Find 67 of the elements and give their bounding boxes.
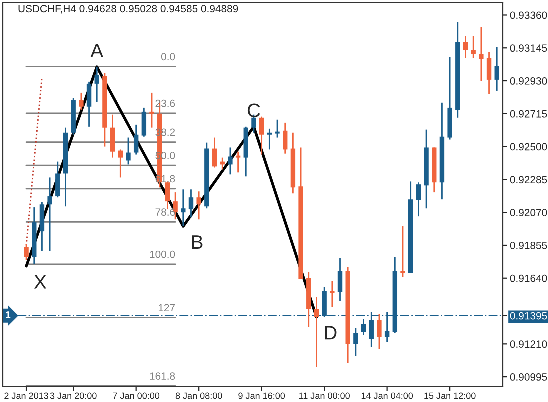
candlestick xyxy=(330,280,335,308)
candlestick xyxy=(48,177,52,252)
candlestick xyxy=(494,46,500,92)
x-tick-label: 8 Jan 08:00 xyxy=(176,392,222,400)
candlestick xyxy=(79,92,84,111)
candlestick xyxy=(134,124,139,156)
series-label: 78.6 xyxy=(156,208,176,216)
candlestick xyxy=(314,296,320,368)
candlestick xyxy=(86,81,92,128)
candlestick xyxy=(471,36,476,59)
candlestick xyxy=(259,116,264,156)
annotation: D xyxy=(325,326,337,340)
candlestick xyxy=(24,244,29,262)
candlestick xyxy=(118,149,123,178)
candlestick xyxy=(181,188,186,228)
candlestick xyxy=(354,328,358,357)
candlestick xyxy=(377,313,382,350)
y-tick-label: 0.92500 xyxy=(510,143,548,151)
annotation: B xyxy=(192,236,203,249)
candlestick xyxy=(361,318,366,336)
candlestick xyxy=(142,107,147,138)
y-tick-label: 0.91395 xyxy=(510,312,548,320)
y-tick-label: 0.93145 xyxy=(510,44,548,52)
y-tick-label: 0.92715 xyxy=(510,110,548,118)
candlestick xyxy=(400,226,406,278)
candlestick xyxy=(463,36,468,59)
y-tick-label: 0.93360 xyxy=(510,12,548,20)
x-tick-label: 3 Jan 20:00 xyxy=(50,392,97,400)
series-label: 0.0 xyxy=(161,53,176,61)
candlestick xyxy=(196,190,202,220)
candlestick xyxy=(173,192,178,220)
candlestick xyxy=(416,182,422,218)
x-tick-label: 7 Jan 00:00 xyxy=(113,392,160,400)
y-tick-label: 0.92070 xyxy=(510,209,548,216)
y-tick-label: 0.91640 xyxy=(510,274,548,282)
y-tick-label: 0.92285 xyxy=(510,176,548,184)
candlestick xyxy=(126,137,131,166)
candlestick xyxy=(212,137,218,168)
x-tick-label: 14 Jan 04:00 xyxy=(362,392,414,400)
candlestick xyxy=(94,66,100,103)
annotation: C xyxy=(248,104,260,118)
x-tick-label: 15 Jan 12:00 xyxy=(424,392,476,400)
candlestick xyxy=(188,188,194,218)
y-tick-label: 0.91855 xyxy=(510,242,548,250)
series-label: 127 xyxy=(158,304,176,312)
annotation: X xyxy=(34,275,46,289)
ref-line-label: 1 xyxy=(6,312,11,318)
candlestick xyxy=(338,258,343,302)
y-tick-label: 0.92930 xyxy=(510,78,548,85)
candlestick xyxy=(486,51,492,95)
x-tick-label: 2 Jan 2013 xyxy=(4,392,48,400)
series-label: 100.0 xyxy=(150,250,176,258)
candlestick xyxy=(275,119,280,138)
annotation: A xyxy=(90,44,104,58)
candlestick xyxy=(479,26,484,82)
y-tick-label: 0.91210 xyxy=(510,340,548,348)
candlestick xyxy=(150,92,154,129)
candlestick xyxy=(228,147,233,176)
x-tick-label: 11 Jan 00:00 xyxy=(299,392,350,400)
chart-title: USDCHF,H4 0.94628 0.95028 0.94585 0.94889 xyxy=(18,5,238,14)
candlestick xyxy=(267,128,272,150)
y-tick-label: 0.90995 xyxy=(510,374,548,381)
candlestick xyxy=(283,122,288,155)
x-tick-label: 9 Jan 16:00 xyxy=(238,392,286,400)
series-label: 161.8 xyxy=(150,372,176,380)
candlestick xyxy=(236,151,241,174)
candlestick xyxy=(56,161,60,198)
